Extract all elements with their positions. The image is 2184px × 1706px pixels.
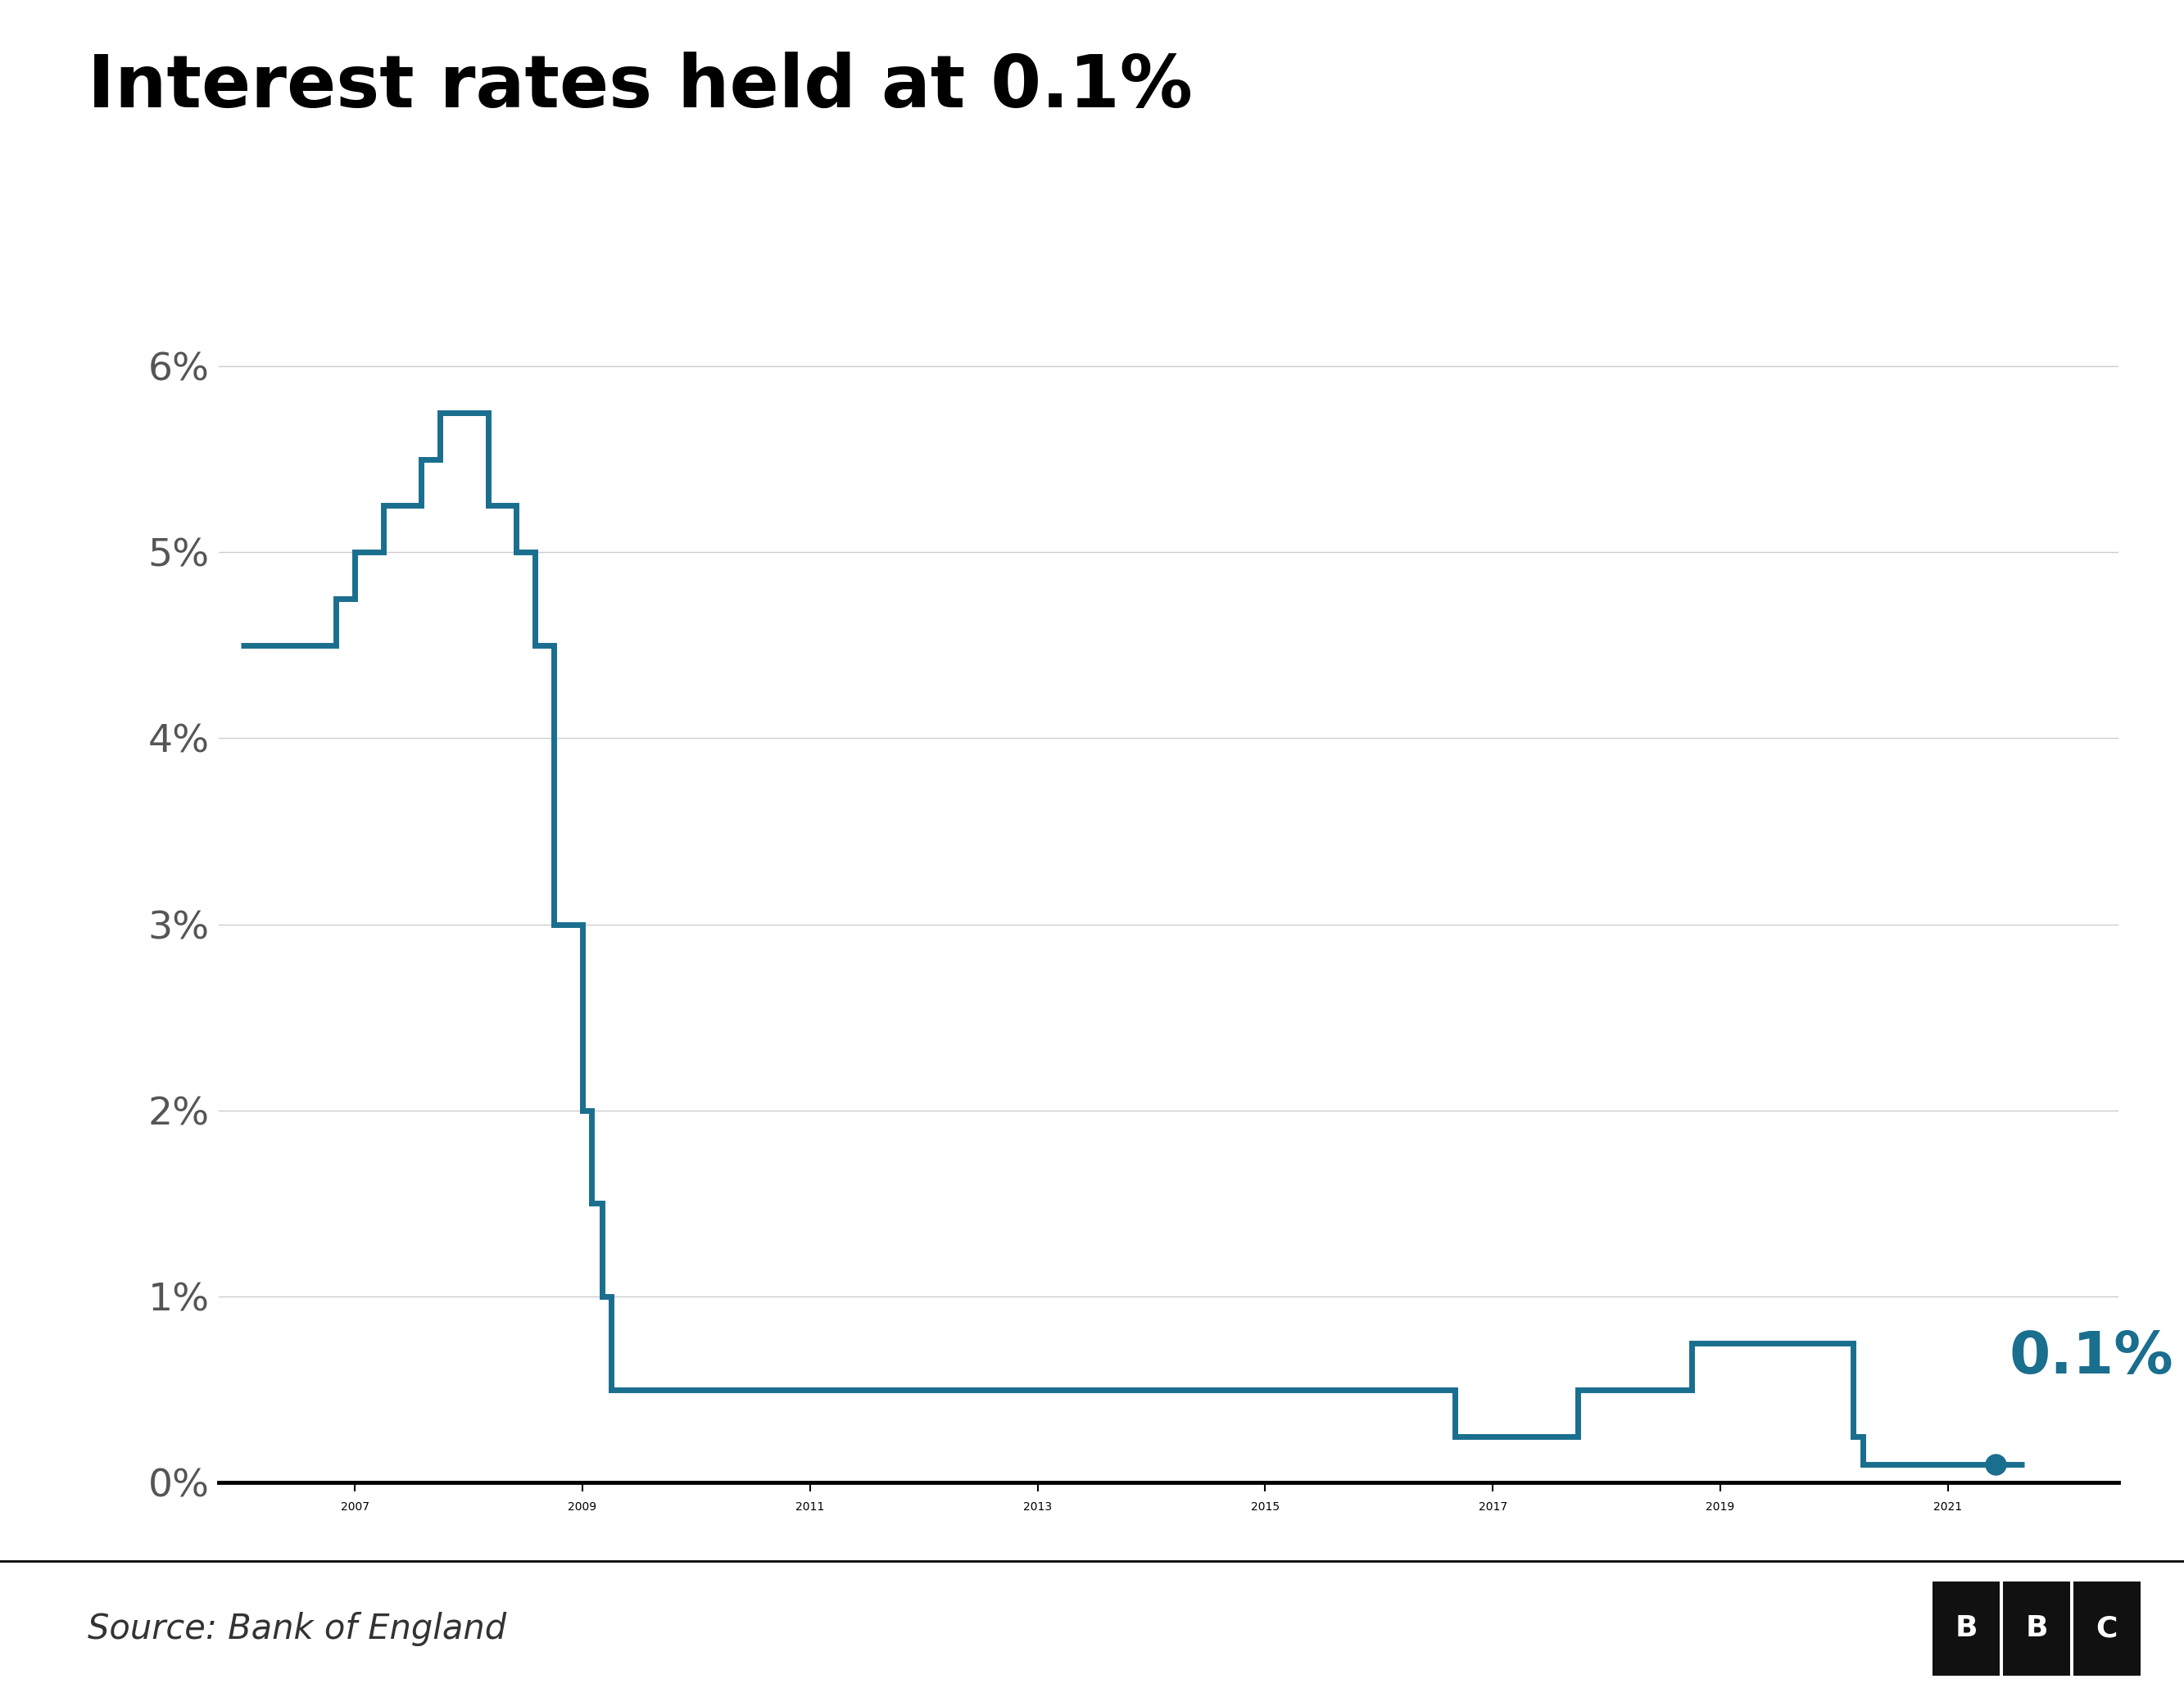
Bar xyxy=(2003,1581,2070,1675)
Bar xyxy=(1933,1581,2001,1675)
Text: C: C xyxy=(2097,1614,2118,1643)
Text: Interest rates held at 0.1%: Interest rates held at 0.1% xyxy=(87,51,1192,123)
Text: Source: Bank of England: Source: Bank of England xyxy=(87,1612,507,1646)
Bar xyxy=(2073,1581,2140,1675)
Text: B: B xyxy=(1955,1614,1977,1643)
Text: 0.1%: 0.1% xyxy=(2009,1329,2173,1385)
Text: B: B xyxy=(2025,1614,2049,1643)
